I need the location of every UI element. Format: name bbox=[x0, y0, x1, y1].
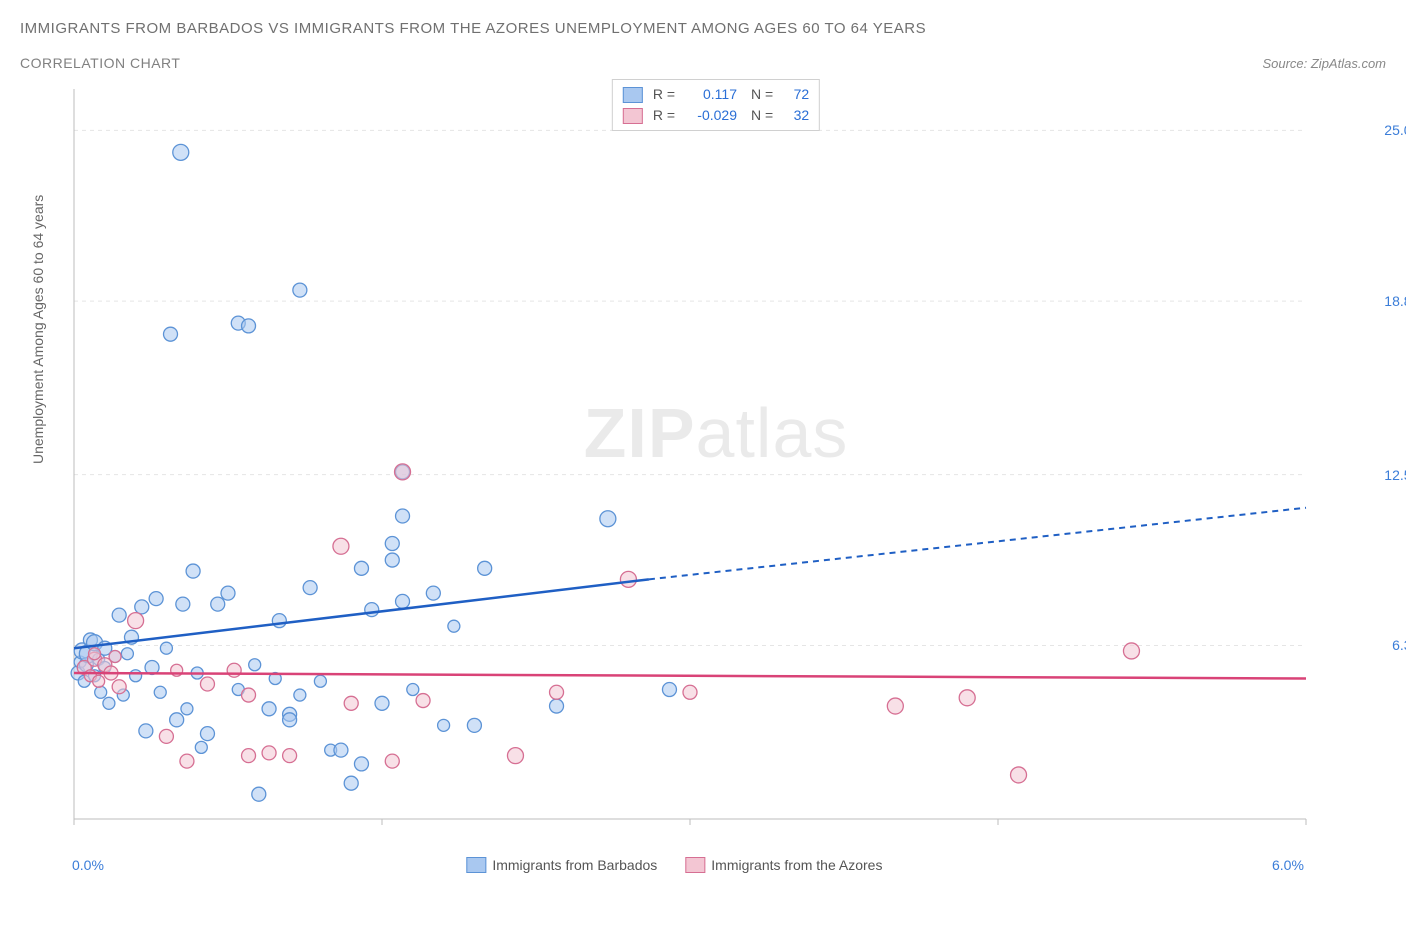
y-tick-label: 6.3% bbox=[1392, 637, 1406, 653]
n-label: N = bbox=[751, 105, 773, 126]
r-value-series2: -0.029 bbox=[681, 105, 737, 126]
bottom-legend: Immigrants from Barbados Immigrants from … bbox=[466, 857, 882, 873]
legend-item: Immigrants from the Azores bbox=[685, 857, 882, 873]
subtitle-row: CORRELATION CHART Source: ZipAtlas.com bbox=[20, 55, 1386, 71]
y-axis-label: Unemployment Among Ages 60 to 64 years bbox=[30, 195, 46, 464]
chart-title: IMMIGRANTS FROM BARBADOS VS IMMIGRANTS F… bbox=[20, 20, 1386, 37]
stats-row-series1: R = 0.117 N = 72 bbox=[623, 84, 809, 105]
n-label: N = bbox=[751, 84, 773, 105]
swatch-series1 bbox=[623, 87, 643, 103]
legend-label: Immigrants from Barbados bbox=[492, 857, 657, 873]
chart-container: IMMIGRANTS FROM BARBADOS VS IMMIGRANTS F… bbox=[20, 20, 1386, 910]
stats-row-series2: R = -0.029 N = 32 bbox=[623, 105, 809, 126]
source-label: Source: ZipAtlas.com bbox=[1262, 56, 1386, 71]
scatter-svg bbox=[66, 79, 1366, 849]
x-tick-label: 0.0% bbox=[72, 857, 104, 873]
legend-swatch bbox=[466, 857, 486, 873]
r-value-series1: 0.117 bbox=[681, 84, 737, 105]
legend-label: Immigrants from the Azores bbox=[711, 857, 882, 873]
stats-legend: R = 0.117 N = 72 R = -0.029 N = 32 bbox=[612, 79, 820, 131]
swatch-series2 bbox=[623, 108, 643, 124]
legend-item: Immigrants from Barbados bbox=[466, 857, 657, 873]
n-value-series1: 72 bbox=[779, 84, 809, 105]
y-tick-label: 25.0% bbox=[1384, 122, 1406, 138]
n-value-series2: 32 bbox=[779, 105, 809, 126]
plot-area: Unemployment Among Ages 60 to 64 years R… bbox=[66, 79, 1366, 849]
r-label: R = bbox=[653, 84, 675, 105]
chart-subtitle: CORRELATION CHART bbox=[20, 55, 180, 71]
y-tick-label: 18.8% bbox=[1384, 293, 1406, 309]
x-tick-label: 6.0% bbox=[1272, 857, 1304, 873]
y-tick-label: 12.5% bbox=[1384, 467, 1406, 483]
legend-swatch bbox=[685, 857, 705, 873]
r-label: R = bbox=[653, 105, 675, 126]
